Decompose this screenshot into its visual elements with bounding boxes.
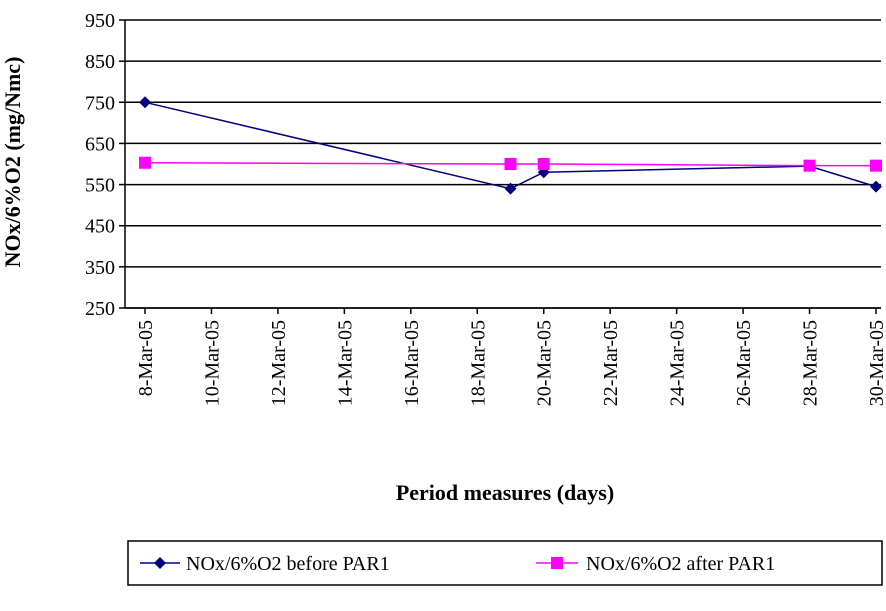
y-tick-label: 950 xyxy=(85,10,115,32)
x-tick-label: 12-Mar-05 xyxy=(268,320,290,406)
axes xyxy=(119,19,881,314)
data-point-after xyxy=(803,159,816,172)
data-point-before xyxy=(139,96,151,109)
x-tick-label: 22-Mar-05 xyxy=(600,320,622,406)
y-tick-label: 350 xyxy=(85,257,115,279)
series-lines xyxy=(144,101,877,190)
x-tick-label: 14-Mar-05 xyxy=(334,320,356,406)
data-point-before xyxy=(504,182,517,195)
legend-box xyxy=(127,540,883,586)
data-point-after xyxy=(537,158,550,170)
x-tick-label: 24-Mar-05 xyxy=(667,320,689,406)
legend-item-after: NOx/6%O2 after PAR1 xyxy=(536,553,775,575)
y-tick-label: 250 xyxy=(85,298,115,320)
data-point-after xyxy=(139,156,151,169)
data-point-before xyxy=(870,180,882,193)
series-line-before xyxy=(144,101,877,190)
data-points xyxy=(139,96,882,195)
x-tick-label: 18-Mar-05 xyxy=(467,320,489,406)
x-tick-labels: 8-Mar-05 10-Mar-05 12-Mar-05 14-Mar-05 16-Ma… xyxy=(135,320,886,406)
y-axis-title: NOx/6%O2 (mg/Nmc) xyxy=(0,57,25,268)
y-tick-label: 550 xyxy=(85,175,115,197)
y-tick-labels: 950 850 750 650 550 450 350 250 xyxy=(85,10,115,320)
y-tick-label: 650 xyxy=(85,133,115,155)
legend-square-icon xyxy=(551,557,563,569)
x-axis-title: Period measures (days) xyxy=(396,480,614,505)
y-tick-label: 450 xyxy=(85,216,115,238)
legend: NOx/6%O2 before PAR1 NOx/6%O2 after PAR1 xyxy=(127,540,883,586)
legend-diamond-icon xyxy=(154,557,166,569)
x-tick-label: 30-Mar-05 xyxy=(866,320,886,406)
legend-item-before: NOx/6%O2 before PAR1 xyxy=(140,553,390,575)
legend-label-before: NOx/6%O2 before PAR1 xyxy=(186,553,390,575)
x-tick-label: 8-Mar-05 xyxy=(135,320,157,396)
y-tick-label: 850 xyxy=(85,51,115,73)
data-point-after xyxy=(504,158,517,170)
data-point-after xyxy=(870,159,882,172)
x-tick-label: 28-Mar-05 xyxy=(800,320,822,406)
x-tick-label: 26-Mar-05 xyxy=(733,320,755,406)
x-tick-label: 16-Mar-05 xyxy=(401,320,423,406)
y-tick-label: 750 xyxy=(85,92,115,114)
x-tick-label: 10-Mar-05 xyxy=(201,320,223,406)
gridlines xyxy=(125,19,881,309)
legend-label-after: NOx/6%O2 after PAR1 xyxy=(586,553,775,575)
x-tick-label: 20-Mar-05 xyxy=(534,320,556,406)
